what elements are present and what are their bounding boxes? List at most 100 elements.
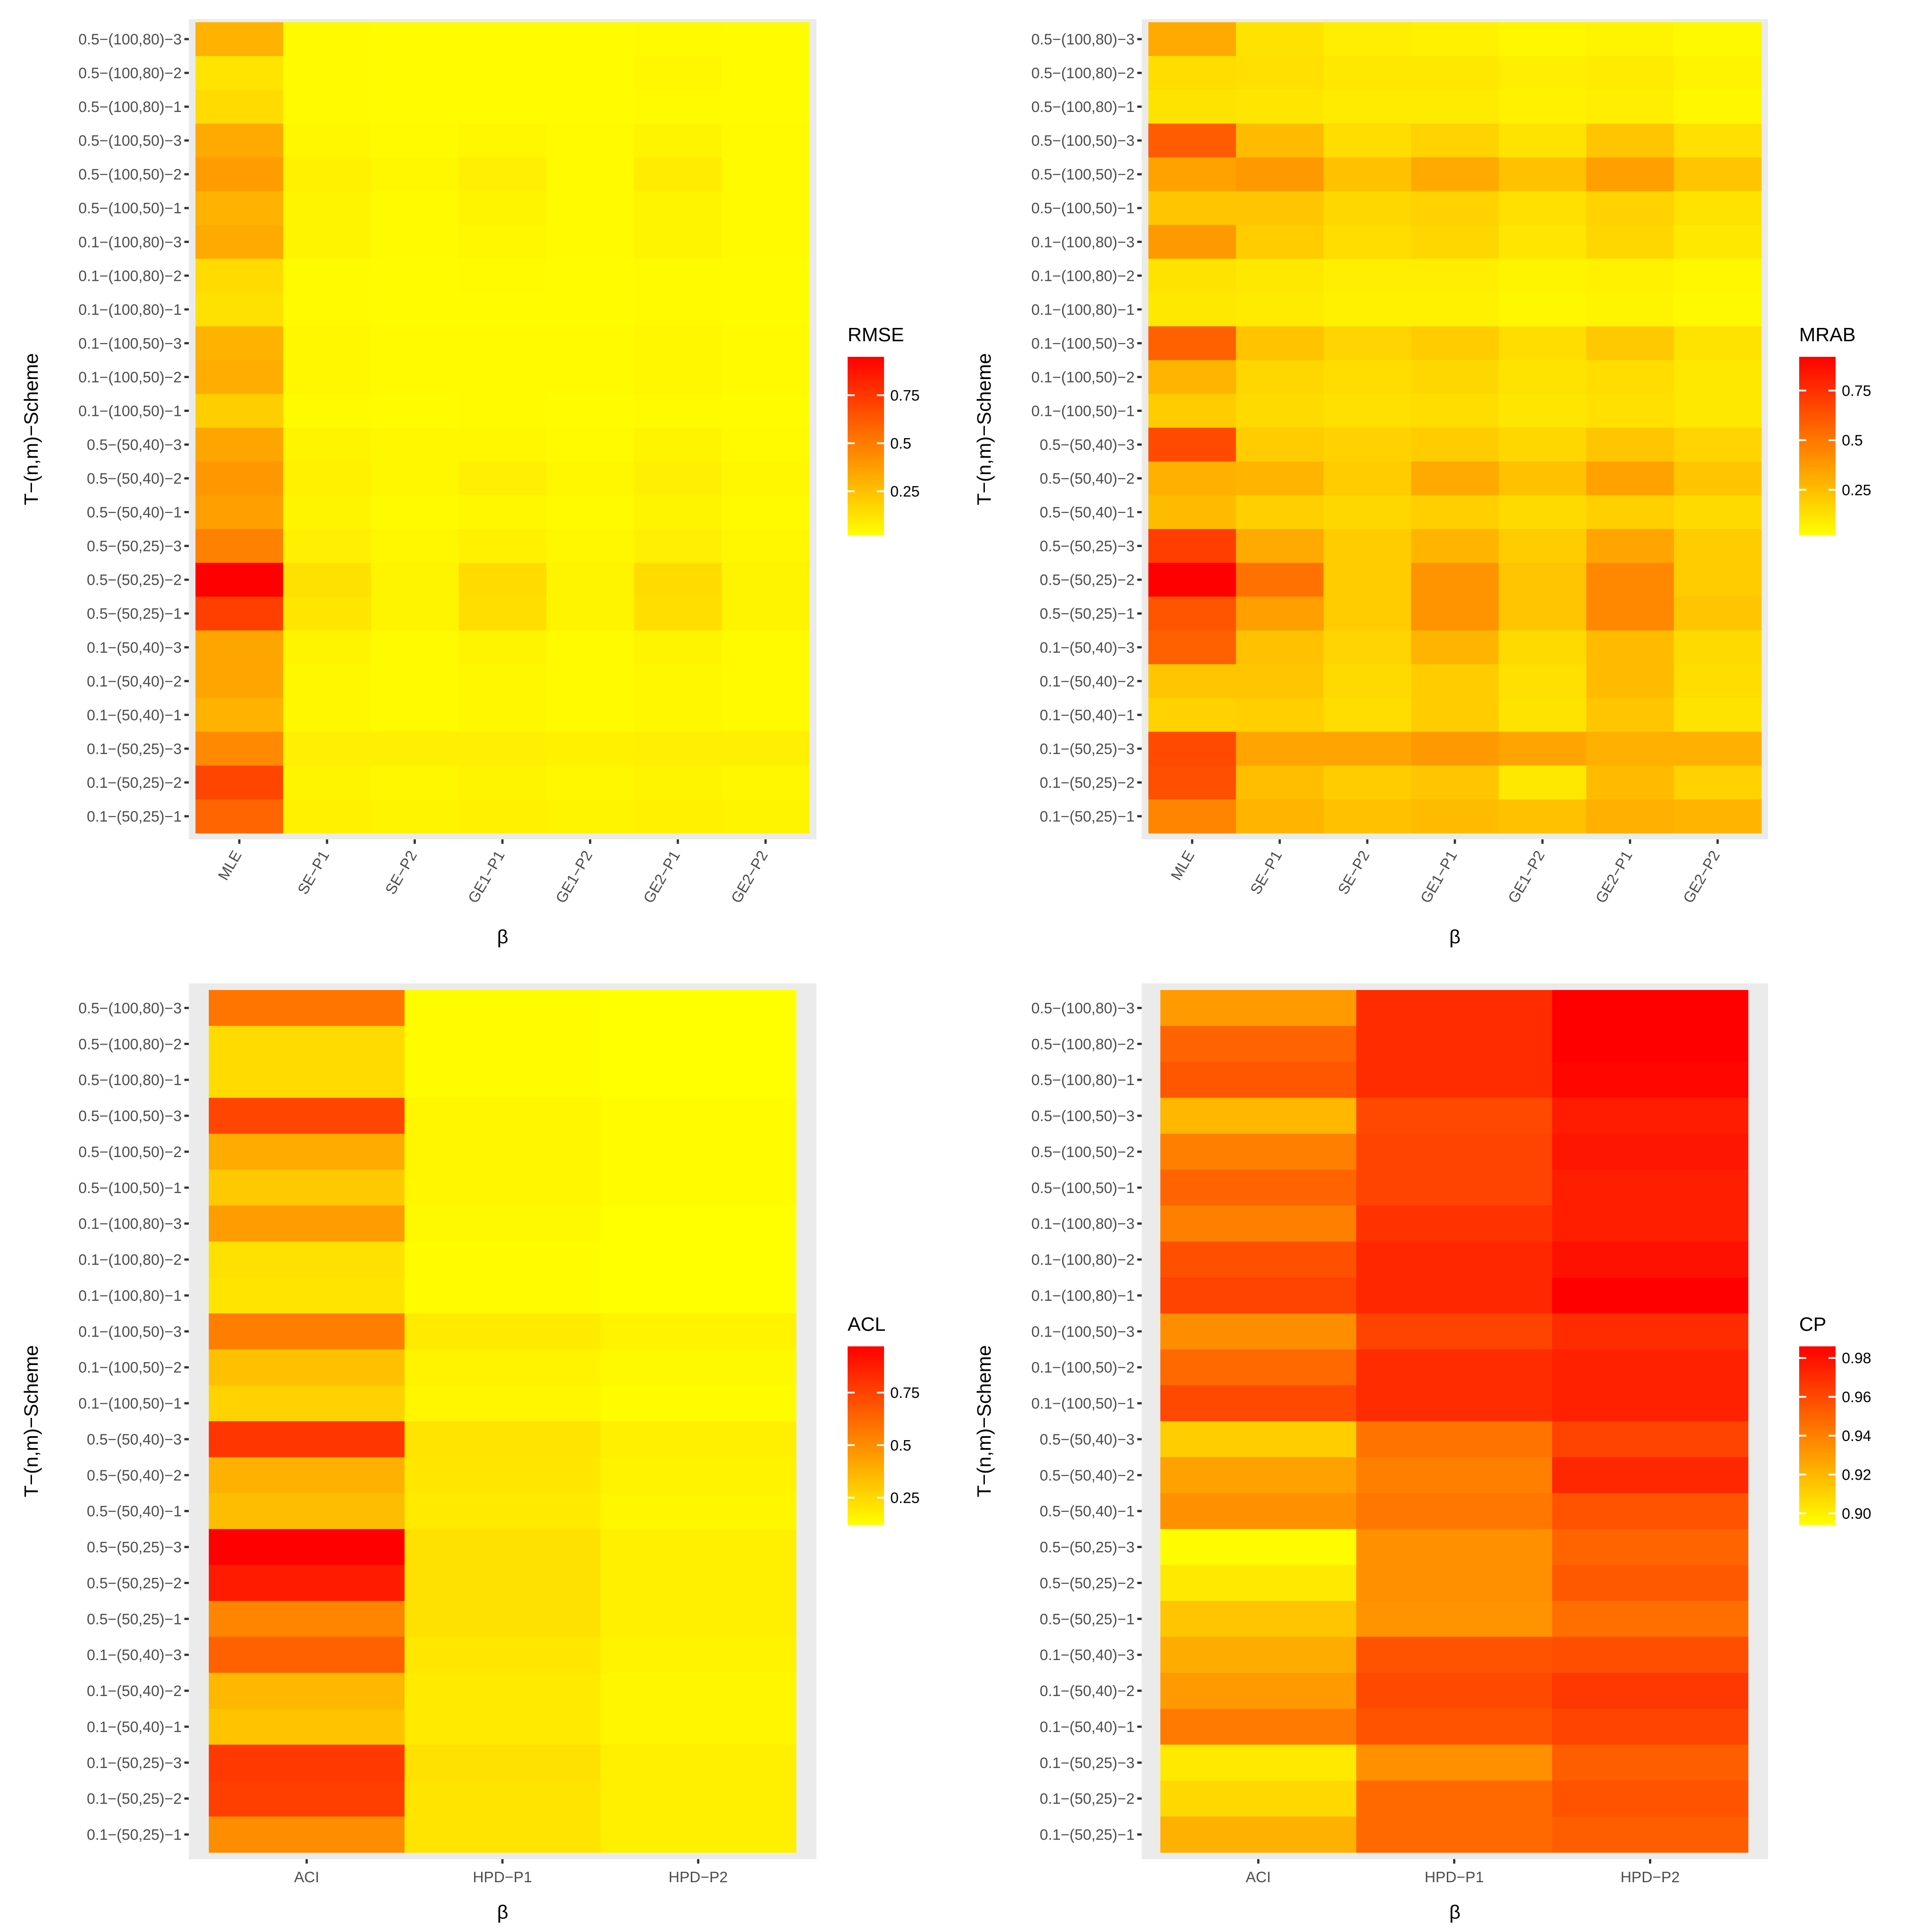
heatmap-cell: 0.1−(50,40)−1 / MLE: 0.3 [195, 698, 284, 732]
heatmap-cell: 0.5−(100,80)−3 / GE1−P2: 0.05 [1498, 22, 1587, 56]
legend-colorbar [848, 357, 884, 535]
heatmap-cell: 0.1−(100,80)−3 / GE1−P1: 0.16 [1411, 225, 1499, 259]
y-tick-label: 0.5−(50,25)−1 [1040, 606, 1135, 623]
heatmap-cell: 0.5−(100,50)−3 / HPD−P2: 0.13 [600, 1098, 797, 1134]
heatmap-cell: 0.5−(100,80)−2 / GE1−P2: 0.08 [1498, 56, 1587, 90]
heatmap-cell: 0.5−(50,25)−1 / ACI: 0.915 [1160, 1601, 1357, 1637]
heatmap-cell: 0.5−(100,50)−1 / GE1−P2: 0.04 [546, 191, 634, 225]
heatmap-cell: 0.1−(50,25)−2 / HPD−P2: 0.17 [600, 1780, 797, 1817]
heatmap-cell: 0.1−(100,50)−2 / ACI: 0.33 [209, 1349, 405, 1386]
heatmap-cell: 0.5−(100,80)−1 / GE2−P1: 0.04 [634, 90, 722, 124]
heatmap-cell: 0.5−(100,50)−3 / ACI: 0.92 [1160, 1098, 1357, 1134]
heatmap-cell: 0.1−(50,25)−2 / ACI: 0.76 [209, 1780, 405, 1817]
heatmap-cell: 0.5−(100,80)−3 / HPD−P2: 0.12 [600, 990, 797, 1026]
heatmap-cell: 0.5−(50,25)−1 / SE−P1: 0.36 [1236, 596, 1324, 631]
heatmap-cell: 0.5−(50,40)−2 / GE2−P1: 0.35 [1586, 461, 1674, 496]
y-tick-label: 0.5−(50,25)−1 [87, 1611, 182, 1628]
heatmap-cell: 0.5−(100,80)−2 / GE2−P2: 0.03 [721, 56, 810, 90]
x-tick-label: HPD−P2 [669, 1869, 728, 1886]
heatmap-cell: 0.1−(100,50)−1 / HPD−P2: 0.13 [600, 1385, 797, 1422]
heatmap-cell: 0.1−(100,80)−1 / GE2−P2: 0.03 [721, 292, 810, 327]
heatmap-cell: 0.1−(50,25)−2 / GE2−P1: 0.26 [1586, 765, 1674, 800]
y-tick-label: 0.1−(100,50)−3 [1031, 335, 1135, 352]
y-tick-label: 0.5−(100,50)−2 [1031, 166, 1135, 183]
heatmap-cell: 0.5−(100,50)−3 / MLE: 0.33 [195, 124, 284, 158]
heatmap-cell: 0.5−(100,50)−1 / SE−P2: 0.04 [370, 191, 459, 225]
heatmap-cell: 0.1−(100,80)−2 / GE2−P2: 0.05 [1673, 259, 1762, 293]
heatmap-cell: 0.1−(100,50)−1 / SE−P2: 0.13 [1323, 394, 1412, 428]
heatmap-cell: 0.1−(50,25)−1 / GE2−P1: 0.3 [1586, 799, 1674, 834]
heatmap-cell: 0.5−(50,25)−2 / HPD−P2: 0.17 [600, 1565, 797, 1601]
x-tick-label: SE−P2 [1334, 848, 1373, 898]
heatmap-cell: 0.5−(50,25)−3 / GE2−P1: 0.08 [634, 529, 722, 563]
legend-tick-label: 0.98 [1842, 1350, 1871, 1367]
heatmap-cell: 0.5−(50,25)−2 / GE1−P2: 0.06 [546, 563, 634, 597]
heatmap-cell: 0.5−(50,40)−2 / GE2−P2: 0.05 [721, 461, 810, 496]
y-axis-title: T−(n,m)−Scheme [973, 1345, 995, 1497]
heatmap-cell: 0.1−(100,80)−2 / SE−P1: 0.1 [1236, 259, 1324, 293]
heatmap-cell: 0.5−(50,25)−3 / SE−P2: 0.2 [1323, 529, 1412, 563]
y-tick-label: 0.1−(50,40)−1 [1040, 1719, 1135, 1736]
heatmap-cell: 0.1−(100,80)−2 / GE2−P2: 0.03 [721, 259, 810, 293]
heatmap-cell: 0.1−(50,40)−3 / HPD−P1: 0.956 [1356, 1637, 1553, 1673]
heatmap-cell: 0.5−(50,40)−3 / GE1−P1: 0.05 [458, 427, 547, 462]
y-tick-label: 0.5−(100,80)−3 [78, 31, 182, 48]
heatmap-cell: 0.1−(50,40)−3 / SE−P1: 0.06 [283, 630, 371, 665]
heatmap-cell: 0.5−(50,25)−2 / GE2−P1: 0.44 [1586, 563, 1674, 597]
x-tick-label: GE2−P2 [728, 848, 772, 906]
y-tick-label: 0.1−(100,80)−1 [1031, 1287, 1135, 1304]
heatmap-cell: 0.5−(50,40)−1 / HPD−P1: 0.943 [1356, 1493, 1553, 1529]
y-tick-label: 0.1−(50,40)−2 [1040, 673, 1135, 690]
legend-tick-label: 0.75 [890, 1385, 920, 1401]
y-tick-label: 0.1−(100,80)−2 [78, 267, 182, 284]
y-tick-label: 0.1−(50,25)−1 [1040, 808, 1135, 825]
heatmap-cell: 0.5−(100,80)−2 / HPD−P2: 0.986 [1552, 1026, 1749, 1062]
y-tick-label: 0.5−(100,50)−1 [78, 200, 182, 217]
heatmap-cell: 0.5−(100,80)−3 / SE−P1: 0.04 [283, 22, 371, 56]
acl-legend: ACL 0.25 0.5 0.75 [848, 1313, 920, 1525]
y-tick-label: 0.1−(50,40)−2 [87, 673, 182, 690]
heatmap-cell: 0.1−(50,40)−3 / GE1−P1: 0.06 [458, 630, 547, 665]
heatmap-cell: 0.1−(50,40)−2 / ACI: 0.36 [209, 1673, 405, 1709]
legend-tick-label: 0.75 [890, 387, 920, 404]
heatmap-cell: 0.1−(50,40)−1 / SE−P2: 0.14 [1323, 698, 1412, 732]
heatmap-cell: 0.1−(50,25)−3 / SE−P2: 0.08 [370, 731, 459, 766]
heatmap-cell: 0.5−(100,50)−2 / GE2−P1: 0.09 [634, 157, 722, 192]
y-tick-label: 0.5−(50,25)−2 [87, 1575, 182, 1592]
heatmap-cell: 0.5−(50,40)−2 / HPD−P1: 0.94 [1356, 1457, 1553, 1493]
y-tick-label: 0.5−(50,40)−3 [1040, 1431, 1135, 1448]
heatmap-cell: 0.5−(50,25)−3 / HPD−P2: 0.95 [1552, 1529, 1749, 1565]
acl-panel: 0.5−(100,80)−3 / ACI: 0.580.5−(100,80)−3… [20, 983, 920, 1923]
legend-tick-label: 0.94 [1842, 1428, 1871, 1445]
heatmap-cell: 0.5−(100,50)−2 / GE1−P1: 0.08 [458, 157, 547, 192]
heatmap-cell: 0.5−(50,40)−2 / GE1−P2: 0.05 [546, 461, 634, 496]
heatmap-cell: 0.5−(100,80)−1 / HPD−P2: 0.12 [600, 1062, 797, 1098]
heatmap-cell: 0.1−(50,40)−3 / GE2−P1: 0.06 [634, 630, 722, 665]
y-tick-label: 0.1−(100,80)−1 [1031, 301, 1135, 318]
heatmap-cell: 0.1−(50,25)−3 / HPD−P2: 0.952 [1552, 1744, 1749, 1781]
heatmap-cell: 0.1−(100,80)−1 / HPD−P1: 0.13 [404, 1277, 601, 1314]
heatmap-cell: 0.1−(50,25)−3 / GE1−P1: 0.08 [458, 731, 547, 766]
heatmap-cell: 0.1−(100,50)−2 / HPD−P1: 0.16 [404, 1349, 601, 1386]
heatmap-cell: 0.1−(100,80)−1 / SE−P2: 0.03 [370, 292, 459, 327]
heatmap-cell: 0.1−(50,40)−1 / GE2−P1: 0.22 [1586, 698, 1674, 732]
heatmap-cell: 0.1−(100,80)−3 / SE−P2: 0.04 [370, 225, 459, 259]
heatmap-cell: 0.5−(50,40)−3 / SE−P1: 0.06 [283, 427, 371, 462]
heatmap-cell: 0.5−(100,50)−2 / MLE: 0.38 [195, 157, 284, 192]
y-tick-label: 0.5−(50,25)−3 [87, 538, 182, 555]
x-tick-label: MLE [1168, 848, 1198, 883]
heatmap-cell: 0.1−(100,80)−1 / GE1−P1: 0.07 [1411, 292, 1499, 327]
x-tick-label: GE1−P2 [553, 848, 596, 906]
y-tick-label: 0.5−(50,40)−3 [87, 1431, 182, 1448]
y-tick-label: 0.1−(50,25)−2 [87, 1791, 182, 1808]
y-tick-label: 0.5−(50,40)−1 [1040, 1503, 1135, 1520]
heatmap-cell: 0.5−(100,80)−2 / GE2−P2: 0.06 [1673, 56, 1762, 90]
heatmap-cell: 0.5−(100,80)−1 / GE1−P1: 0.09 [1411, 90, 1499, 124]
legend-tick-label: 0.25 [1842, 482, 1871, 499]
heatmap-cell: 0.1−(50,40)−1 / MLE: 0.18 [1148, 698, 1236, 732]
heatmap-cell: 0.1−(50,40)−2 / GE2−P1: 0.05 [634, 664, 722, 699]
heatmap-cell: 0.5−(50,25)−2 / SE−P2: 0.2 [1323, 563, 1412, 597]
heatmap-cell: 0.5−(100,80)−3 / GE1−P1: 0.07 [1411, 22, 1499, 56]
heatmap-cell: 0.5−(100,80)−3 / GE1−P2: 0.03 [546, 22, 634, 56]
y-axis-title: T−(n,m)−Scheme [973, 353, 995, 505]
